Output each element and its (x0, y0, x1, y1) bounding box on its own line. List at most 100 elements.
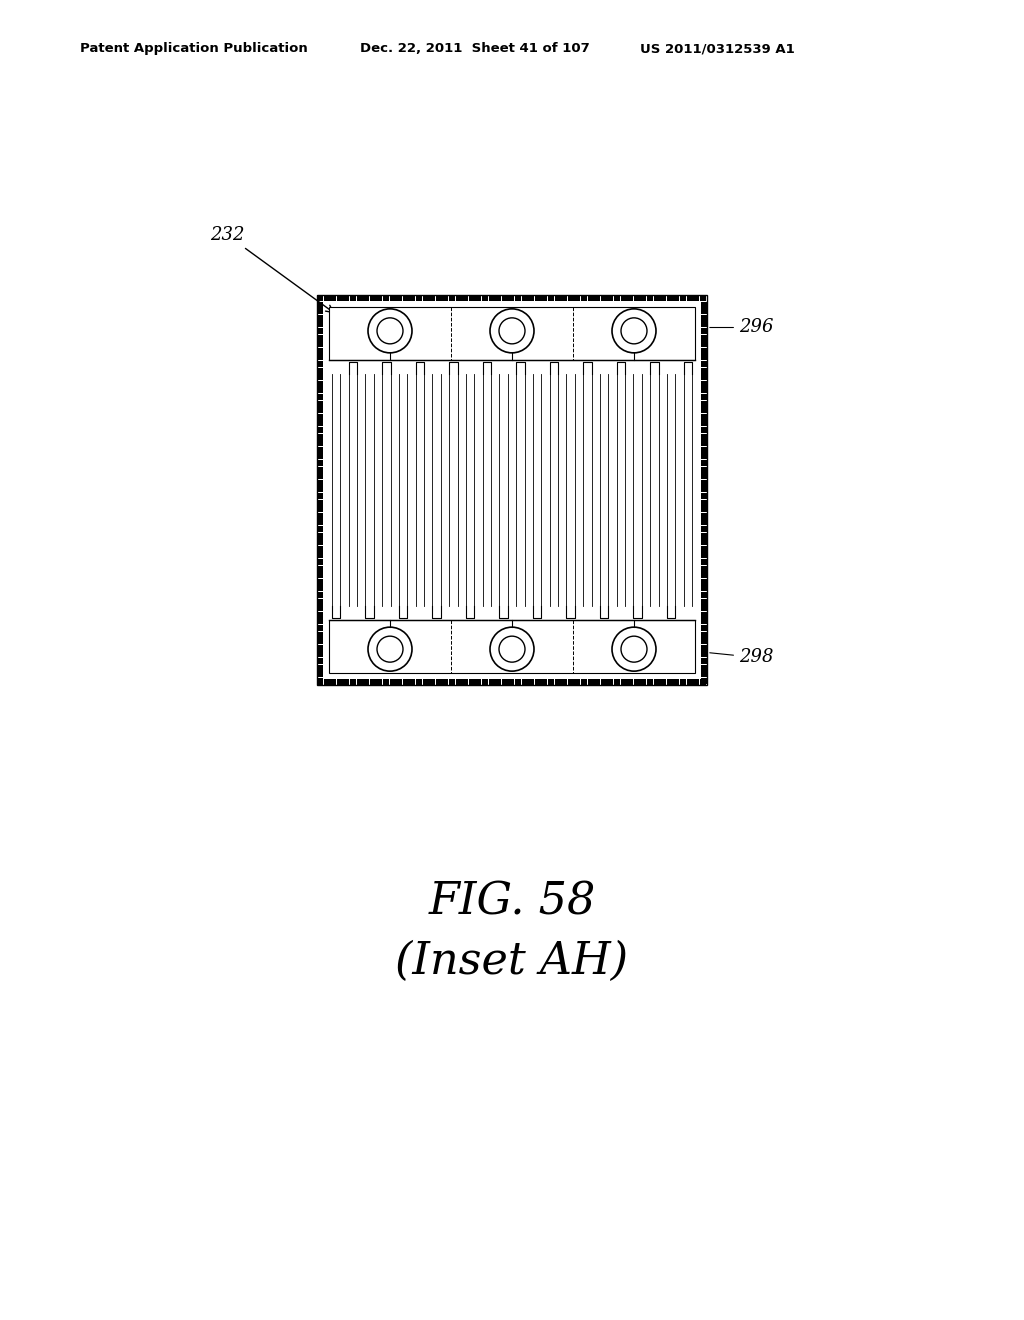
Bar (402, 294, 409, 301)
Bar (542, 678, 548, 685)
Bar (383, 294, 389, 301)
Bar (475, 294, 481, 301)
Bar (508, 294, 514, 301)
Bar (356, 294, 362, 301)
Bar (701, 611, 707, 618)
Bar (317, 413, 323, 420)
Bar (701, 492, 707, 499)
Bar (317, 387, 323, 393)
Circle shape (621, 636, 647, 663)
Bar (701, 578, 707, 585)
Bar (621, 294, 627, 301)
Bar (502, 294, 508, 301)
Bar (701, 572, 707, 578)
Bar (701, 664, 707, 671)
Bar (317, 552, 323, 558)
Text: 298: 298 (710, 648, 773, 667)
Bar (317, 591, 323, 598)
Bar (317, 677, 323, 684)
Bar (701, 651, 707, 657)
Bar (701, 314, 707, 321)
Bar (317, 473, 323, 479)
Bar (528, 678, 535, 685)
Bar (416, 678, 422, 685)
Bar (680, 678, 686, 685)
Bar (601, 294, 607, 301)
Bar (660, 678, 667, 685)
Bar (701, 347, 707, 354)
Bar (653, 678, 659, 685)
Bar (701, 367, 707, 374)
Bar (701, 479, 707, 486)
Bar (701, 407, 707, 413)
Bar (628, 678, 633, 685)
Bar (701, 532, 707, 539)
Bar (317, 499, 323, 506)
Bar (317, 407, 323, 413)
Bar (647, 294, 653, 301)
Bar (317, 631, 323, 638)
Bar (574, 678, 581, 685)
Bar (317, 459, 323, 466)
Bar (701, 558, 707, 565)
Bar (317, 644, 323, 651)
Bar (594, 678, 600, 685)
Bar (567, 294, 573, 301)
Bar (687, 678, 692, 685)
Bar (701, 473, 707, 479)
Bar (324, 294, 330, 301)
Bar (701, 552, 707, 558)
Bar (535, 294, 541, 301)
Bar (329, 308, 695, 360)
Bar (456, 678, 462, 685)
Bar (701, 506, 707, 512)
Bar (317, 301, 323, 308)
Bar (488, 678, 495, 685)
Bar (317, 532, 323, 539)
Bar (383, 678, 389, 685)
Bar (555, 294, 560, 301)
Bar (555, 678, 560, 685)
Bar (561, 678, 567, 685)
Bar (436, 678, 441, 685)
Bar (640, 678, 646, 685)
Bar (701, 459, 707, 466)
Bar (329, 620, 695, 673)
Bar (324, 678, 330, 685)
Bar (701, 420, 707, 426)
Bar (693, 294, 699, 301)
Bar (701, 374, 707, 380)
Bar (701, 657, 707, 664)
Bar (653, 294, 659, 301)
Bar (343, 678, 349, 685)
Bar (442, 294, 449, 301)
Bar (634, 294, 640, 301)
Bar (701, 486, 707, 492)
Text: US 2011/0312539 A1: US 2011/0312539 A1 (640, 42, 795, 55)
Bar (317, 519, 323, 525)
Bar (317, 486, 323, 492)
Bar (329, 360, 695, 620)
Bar (548, 294, 554, 301)
Bar (317, 360, 323, 367)
Bar (317, 367, 323, 374)
Bar (356, 678, 362, 685)
Bar (693, 678, 699, 685)
Bar (337, 294, 343, 301)
Bar (370, 678, 376, 685)
Bar (701, 519, 707, 525)
Bar (317, 453, 323, 459)
Bar (317, 539, 323, 545)
Bar (548, 678, 554, 685)
Text: (Inset AH): (Inset AH) (395, 940, 629, 983)
Bar (701, 327, 707, 334)
Bar (364, 678, 369, 685)
Text: 296: 296 (710, 318, 773, 337)
Bar (317, 598, 323, 605)
Bar (628, 294, 633, 301)
Bar (317, 651, 323, 657)
Bar (364, 294, 369, 301)
Bar (701, 644, 707, 651)
Bar (416, 294, 422, 301)
Bar (701, 631, 707, 638)
